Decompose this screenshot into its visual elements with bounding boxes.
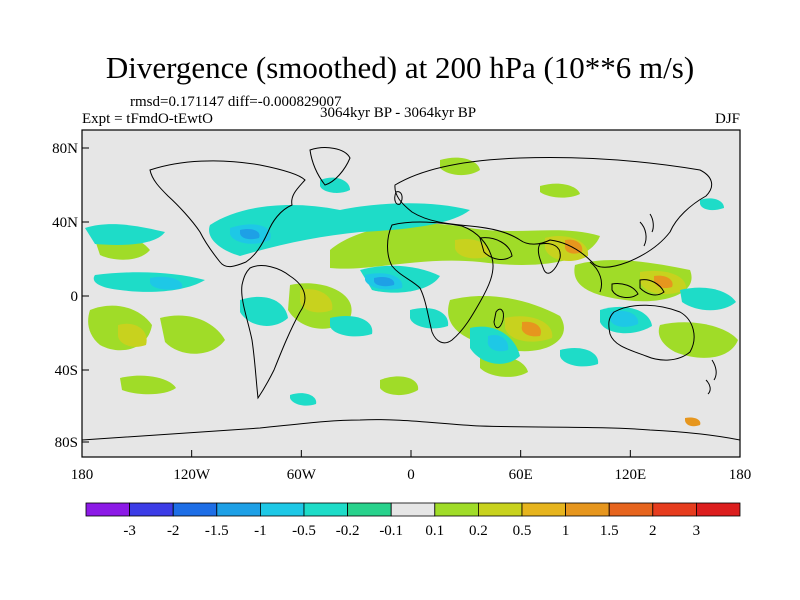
rmsd-value: 0.171147: [168, 94, 225, 110]
coastline-japan: [639, 213, 654, 247]
colorbar-swatch: [85, 502, 130, 517]
convergence-region: [680, 287, 736, 311]
convergence-region: [330, 315, 373, 337]
rmsd-label: rmsd=: [130, 94, 169, 110]
coastline-southeast-asia: [589, 261, 665, 298]
colorbar-swatch: [129, 502, 174, 517]
coastline-uk: [394, 191, 403, 205]
lon-tick-label: 180: [71, 467, 94, 483]
positive-divergence-region: [658, 322, 738, 358]
colorbar-swatch: [608, 502, 654, 517]
colorbar-label: -1: [254, 523, 267, 539]
colorbar-swatch: [172, 502, 218, 517]
coastline-greenland: [309, 147, 351, 186]
divergence-field: [85, 157, 738, 427]
coastline-south-america: [241, 265, 306, 400]
colorbar-label: 0.2: [469, 523, 488, 539]
colorbar-label: 2: [649, 523, 657, 539]
lon-tick-label: 60E: [509, 467, 533, 483]
axis-ticks: 80N 40N 0 40S 80S 180 120W 60W 0 60E 120E 180: [52, 141, 751, 483]
positive-divergence-core: [118, 323, 147, 347]
colorbar-label: 1: [562, 523, 570, 539]
colorbar-swatch: [477, 502, 523, 517]
strong-convergence-core: [240, 228, 260, 240]
colorbar-swatch: [216, 502, 261, 517]
lat-tick-label: 80S: [55, 435, 78, 451]
colorbar-label: 1.5: [600, 523, 619, 539]
colorbar-label: -0.5: [292, 523, 316, 539]
colorbar-label: -1.5: [205, 523, 229, 539]
lon-tick-label: 60W: [287, 467, 317, 483]
positive-divergence-region: [540, 183, 580, 198]
coastline-india: [537, 243, 561, 274]
colorbar-label: 3: [693, 523, 701, 539]
coastline-north-america: [149, 160, 306, 268]
experiment-label: Expt = tFmdO-tEwtO: [82, 111, 213, 127]
diff-label: diff=: [227, 94, 258, 110]
colorbar-swatch: [696, 502, 741, 517]
season-label: DJF: [714, 111, 740, 127]
colorbar-label: 0.5: [513, 523, 532, 539]
convergence-region: [85, 224, 165, 245]
convergence-region: [320, 177, 350, 193]
colorbar-swatch: [434, 502, 479, 517]
colorbar-swatch: [652, 502, 697, 517]
convergence-region: [560, 347, 599, 367]
rmsd-diff-stats: rmsd=0.171147 diff=-0.000829007: [130, 94, 342, 110]
strong-convergence-core: [374, 276, 395, 287]
colorbar-swatch: [259, 502, 305, 517]
coastline-madagascar: [493, 308, 504, 329]
positive-divergence-region: [380, 376, 419, 396]
colorbar-label: 0.1: [425, 523, 444, 539]
colorbar-swatch: [303, 502, 348, 517]
coastline-africa: [387, 221, 494, 344]
lat-tick-label: 40N: [52, 215, 78, 231]
convergence-region: [290, 393, 317, 406]
colorbar-swatch: [521, 502, 566, 517]
strong-divergence-core: [521, 321, 542, 337]
convergence-core: [487, 334, 509, 352]
colorbar-label: -3: [123, 523, 136, 539]
lon-tick-label: 0: [407, 467, 415, 483]
lat-tick-label: 80N: [52, 141, 78, 157]
lon-tick-label: 120E: [614, 467, 646, 483]
convergence-core: [610, 310, 639, 327]
coastlines: [82, 147, 740, 441]
colorbar-label: -0.2: [336, 523, 360, 539]
map-title: Divergence (smoothed) at 200 hPa (10**6 …: [105, 50, 695, 85]
convergence-region: [700, 198, 724, 211]
colorbar-swatch: [347, 502, 392, 517]
colorbar-label: -2: [167, 523, 180, 539]
coastline-eurasia: [394, 157, 713, 268]
convergence-region: [240, 296, 288, 326]
colorbar: -3 -2 -1.5 -1 -0.5 -0.2 -0.1 0.1 0.2 0.5 1 1.5 2 3: [85, 502, 741, 539]
colorbar-swatch: [565, 502, 610, 517]
coastline-new-zealand: [705, 359, 717, 395]
lon-tick-label: 180: [729, 467, 752, 483]
convergence-core: [150, 276, 183, 290]
convergence-region: [209, 203, 470, 256]
coastline-antarctica: [82, 419, 740, 441]
positive-divergence-region: [120, 375, 176, 395]
colorbar-swatch: [390, 502, 436, 517]
strong-divergence-core: [685, 417, 701, 427]
coastline-arabia: [479, 237, 513, 260]
positive-divergence-region: [160, 315, 225, 354]
lat-tick-label: 0: [71, 289, 79, 305]
positive-divergence-core: [300, 289, 333, 313]
colorbar-label: -0.1: [379, 523, 403, 539]
period-label: 3064kyr BP - 3064kyr BP: [320, 105, 477, 121]
coastline-australia: [608, 304, 695, 361]
diff-value: -0.000829007: [257, 94, 342, 110]
lon-tick-label: 120W: [173, 467, 211, 483]
lat-tick-label: 40S: [55, 363, 78, 379]
